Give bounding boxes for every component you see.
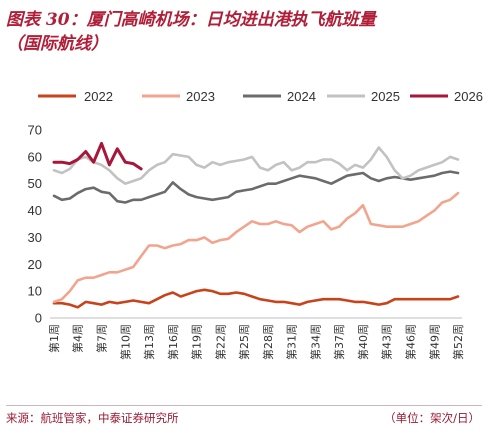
unit-note: （单位：架次/日） bbox=[384, 411, 480, 425]
x-tick-label: 第52周 bbox=[451, 324, 465, 360]
x-axis: 第1周 第4周 第7周 第10周 第13周 第16周 第19周 第22周 第25周 第28周 第31… bbox=[47, 317, 465, 360]
x-tick-label: 第49周 bbox=[427, 324, 441, 360]
series-line-2022 bbox=[52, 288, 460, 309]
series-line-2026 bbox=[52, 141, 143, 171]
chart-title-line2: （国际航线） bbox=[6, 34, 108, 54]
x-tick-label: 第13周 bbox=[142, 324, 156, 360]
series-line-2024 bbox=[52, 170, 460, 204]
chart-legend: 2022 2023 2024 2025 2026 bbox=[38, 89, 483, 104]
footer-divider bbox=[6, 405, 482, 406]
source-note: 来源：航班管家，中泰证券研究所 bbox=[6, 411, 179, 425]
chart-title-line1: 图表 30：厦门高崎机场：日均进出港执飞航班量 bbox=[6, 10, 376, 30]
x-tick-label: 第37周 bbox=[332, 324, 346, 360]
x-tick-label: 第19周 bbox=[190, 324, 204, 360]
x-tick-label: 第43周 bbox=[380, 324, 394, 360]
x-tick-label: 第31周 bbox=[285, 324, 299, 360]
legend-label-2024: 2024 bbox=[287, 89, 316, 104]
y-axis: 0 10 20 30 40 50 60 70 bbox=[28, 123, 42, 326]
x-tick-label: 第22周 bbox=[213, 324, 227, 360]
x-tick-label: 第28周 bbox=[261, 324, 275, 360]
x-tick-label: 第7周 bbox=[95, 324, 109, 353]
legend-label-2025: 2025 bbox=[371, 89, 400, 104]
chart-title: 图表 30：厦门高崎机场：日均进出港执飞航班量 （国际航线） bbox=[6, 8, 482, 56]
y-tick-label: 50 bbox=[28, 176, 42, 191]
y-tick-label: 70 bbox=[28, 123, 42, 138]
x-tick-label: 第4周 bbox=[71, 324, 85, 353]
y-tick-label: 30 bbox=[28, 230, 42, 245]
series-line-2023 bbox=[52, 191, 460, 304]
x-tick-label: 第46周 bbox=[404, 324, 418, 360]
legend-label-2023: 2023 bbox=[186, 89, 215, 104]
x-tick-label: 第25周 bbox=[237, 324, 251, 360]
x-tick-label: 第10周 bbox=[118, 324, 132, 360]
legend-label-2026: 2026 bbox=[454, 89, 483, 104]
x-tick-label: 第40周 bbox=[356, 324, 370, 360]
x-tick-label: 第34周 bbox=[308, 324, 322, 360]
series-line-2025 bbox=[52, 146, 460, 185]
y-tick-label: 60 bbox=[28, 149, 42, 164]
legend-label-2022: 2022 bbox=[84, 89, 113, 104]
y-tick-label: 0 bbox=[35, 311, 42, 326]
y-tick-label: 10 bbox=[28, 284, 42, 299]
y-tick-label: 40 bbox=[28, 203, 42, 218]
x-tick-label: 第16周 bbox=[166, 324, 180, 360]
plot-area bbox=[52, 141, 460, 309]
x-tick-label: 第1周 bbox=[47, 324, 61, 353]
y-tick-label: 20 bbox=[28, 257, 42, 272]
